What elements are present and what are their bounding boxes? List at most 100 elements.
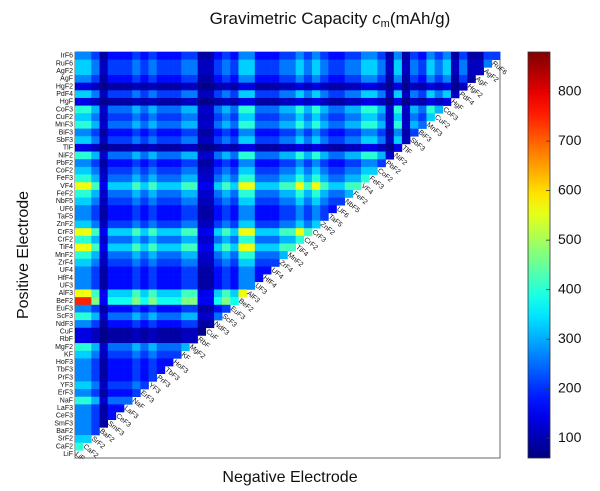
cell <box>107 82 117 91</box>
cell <box>295 159 305 168</box>
cell <box>75 343 84 352</box>
cell <box>279 113 288 122</box>
cell <box>320 113 329 122</box>
cell <box>107 220 117 229</box>
cell <box>271 212 280 221</box>
cell <box>295 212 305 221</box>
cell <box>197 266 207 275</box>
cell <box>156 304 166 313</box>
cell <box>83 251 92 260</box>
row-label: FeF3 <box>57 175 73 182</box>
cell <box>222 90 231 99</box>
cell <box>369 74 378 83</box>
cell <box>254 182 264 191</box>
cell <box>295 97 305 106</box>
cell <box>75 197 84 206</box>
cell <box>205 289 215 298</box>
cell <box>189 320 198 329</box>
cell <box>107 320 117 329</box>
cell <box>467 67 476 76</box>
cell <box>140 304 149 313</box>
cell <box>197 128 207 137</box>
cell <box>181 136 190 145</box>
cell <box>238 90 247 99</box>
cell <box>173 258 182 267</box>
cell <box>140 281 149 290</box>
cell <box>312 136 321 145</box>
cell <box>303 159 313 168</box>
cell <box>148 343 158 352</box>
cell <box>254 274 264 283</box>
cell <box>238 113 247 122</box>
cell <box>124 381 133 390</box>
cell <box>312 151 321 160</box>
cell <box>75 297 84 306</box>
cell <box>148 235 158 244</box>
cell <box>115 90 125 99</box>
cell <box>238 212 247 221</box>
cell <box>124 251 133 260</box>
cell <box>426 74 435 83</box>
cell <box>173 281 182 290</box>
cell <box>246 82 256 91</box>
cell <box>213 304 223 313</box>
cell <box>107 243 117 252</box>
cell <box>173 350 182 359</box>
cell <box>107 381 117 390</box>
cell <box>189 159 198 168</box>
cell <box>75 358 84 367</box>
row-label: HgF <box>60 99 73 106</box>
cell <box>75 52 84 60</box>
row-label: CaF2 <box>56 443 73 450</box>
cell <box>99 197 108 206</box>
cell <box>312 52 321 60</box>
cell <box>246 251 256 260</box>
cell <box>115 159 125 168</box>
row-label: AlF3 <box>59 290 74 297</box>
cell <box>181 166 190 175</box>
cell <box>91 166 100 175</box>
cell <box>303 52 313 60</box>
cell <box>442 52 452 60</box>
cell <box>230 289 239 298</box>
cell <box>173 174 182 183</box>
cell <box>197 159 207 168</box>
cell <box>238 97 247 106</box>
cell <box>107 120 117 129</box>
cell <box>140 52 149 60</box>
cell <box>401 105 411 114</box>
cell <box>352 174 362 183</box>
cell <box>295 166 305 175</box>
cell <box>459 59 468 68</box>
cell <box>369 159 378 168</box>
cell <box>279 52 288 60</box>
cell <box>369 136 378 145</box>
cell <box>140 74 149 83</box>
cell <box>189 143 198 152</box>
cell <box>271 166 280 175</box>
cell <box>213 74 223 83</box>
cell <box>222 251 231 260</box>
cell <box>279 105 288 114</box>
cell <box>99 358 108 367</box>
cell <box>336 59 346 68</box>
cell <box>107 197 117 206</box>
cell <box>344 128 354 137</box>
cell <box>107 174 117 183</box>
cell <box>83 143 92 152</box>
cell <box>352 97 362 106</box>
cell <box>91 128 100 137</box>
cell <box>107 327 117 336</box>
cell <box>107 343 117 352</box>
row-label: LaF3 <box>57 405 73 412</box>
cell <box>83 419 92 428</box>
cell <box>344 67 354 76</box>
cell <box>181 59 190 68</box>
cell <box>205 189 215 198</box>
cell <box>377 136 386 145</box>
cell <box>115 220 125 229</box>
cell <box>75 312 84 321</box>
cell <box>205 243 215 252</box>
cell <box>450 82 460 91</box>
cell <box>75 266 84 275</box>
